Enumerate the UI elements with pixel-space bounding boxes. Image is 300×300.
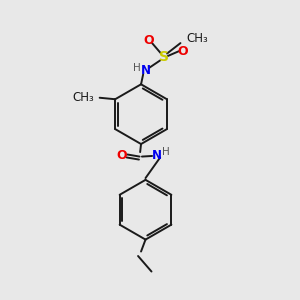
- Text: S: S: [159, 50, 169, 64]
- Text: H: H: [133, 64, 141, 74]
- Text: N: N: [152, 149, 162, 163]
- Text: H: H: [162, 147, 170, 158]
- Text: CH₃: CH₃: [73, 91, 94, 104]
- Text: CH₃: CH₃: [186, 32, 208, 45]
- Text: O: O: [143, 34, 154, 46]
- Text: O: O: [177, 45, 188, 58]
- Text: O: O: [116, 148, 127, 162]
- Text: N: N: [140, 64, 151, 77]
